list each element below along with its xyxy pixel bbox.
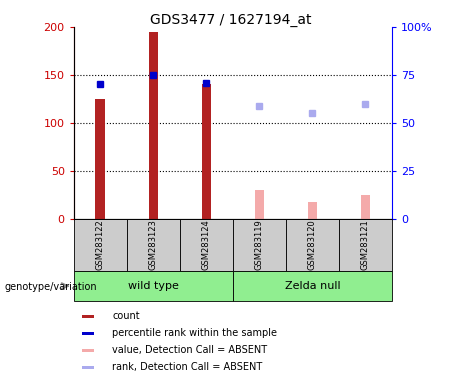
Bar [95, 99, 105, 219]
Text: value, Detection Call = ABSENT: value, Detection Call = ABSENT [112, 345, 267, 355]
FancyBboxPatch shape [74, 271, 233, 301]
FancyBboxPatch shape [127, 219, 180, 271]
Text: Zelda null: Zelda null [284, 281, 340, 291]
FancyBboxPatch shape [74, 219, 127, 271]
Bar [148, 32, 158, 219]
Bar [82, 349, 94, 352]
Text: count: count [112, 311, 140, 321]
Bar [82, 315, 94, 318]
Text: rank, Detection Call = ABSENT: rank, Detection Call = ABSENT [112, 362, 263, 372]
FancyBboxPatch shape [233, 219, 286, 271]
FancyBboxPatch shape [286, 219, 339, 271]
FancyBboxPatch shape [233, 271, 392, 301]
Text: GDS3477 / 1627194_at: GDS3477 / 1627194_at [150, 13, 311, 27]
Text: percentile rank within the sample: percentile rank within the sample [112, 328, 278, 338]
Text: GSM283120: GSM283120 [308, 219, 317, 270]
Text: GSM283119: GSM283119 [255, 219, 264, 270]
Text: GSM283122: GSM283122 [96, 219, 105, 270]
Bar [82, 332, 94, 335]
Text: GSM283123: GSM283123 [149, 219, 158, 270]
Text: GSM283124: GSM283124 [202, 219, 211, 270]
Bar [361, 195, 370, 219]
Text: GSM283121: GSM283121 [361, 219, 370, 270]
FancyBboxPatch shape [339, 219, 392, 271]
FancyBboxPatch shape [180, 219, 233, 271]
Bar [307, 202, 317, 219]
Bar [201, 84, 211, 219]
Bar [254, 190, 264, 219]
Text: genotype/variation: genotype/variation [5, 282, 97, 292]
Text: wild type: wild type [128, 281, 179, 291]
Bar [82, 366, 94, 369]
